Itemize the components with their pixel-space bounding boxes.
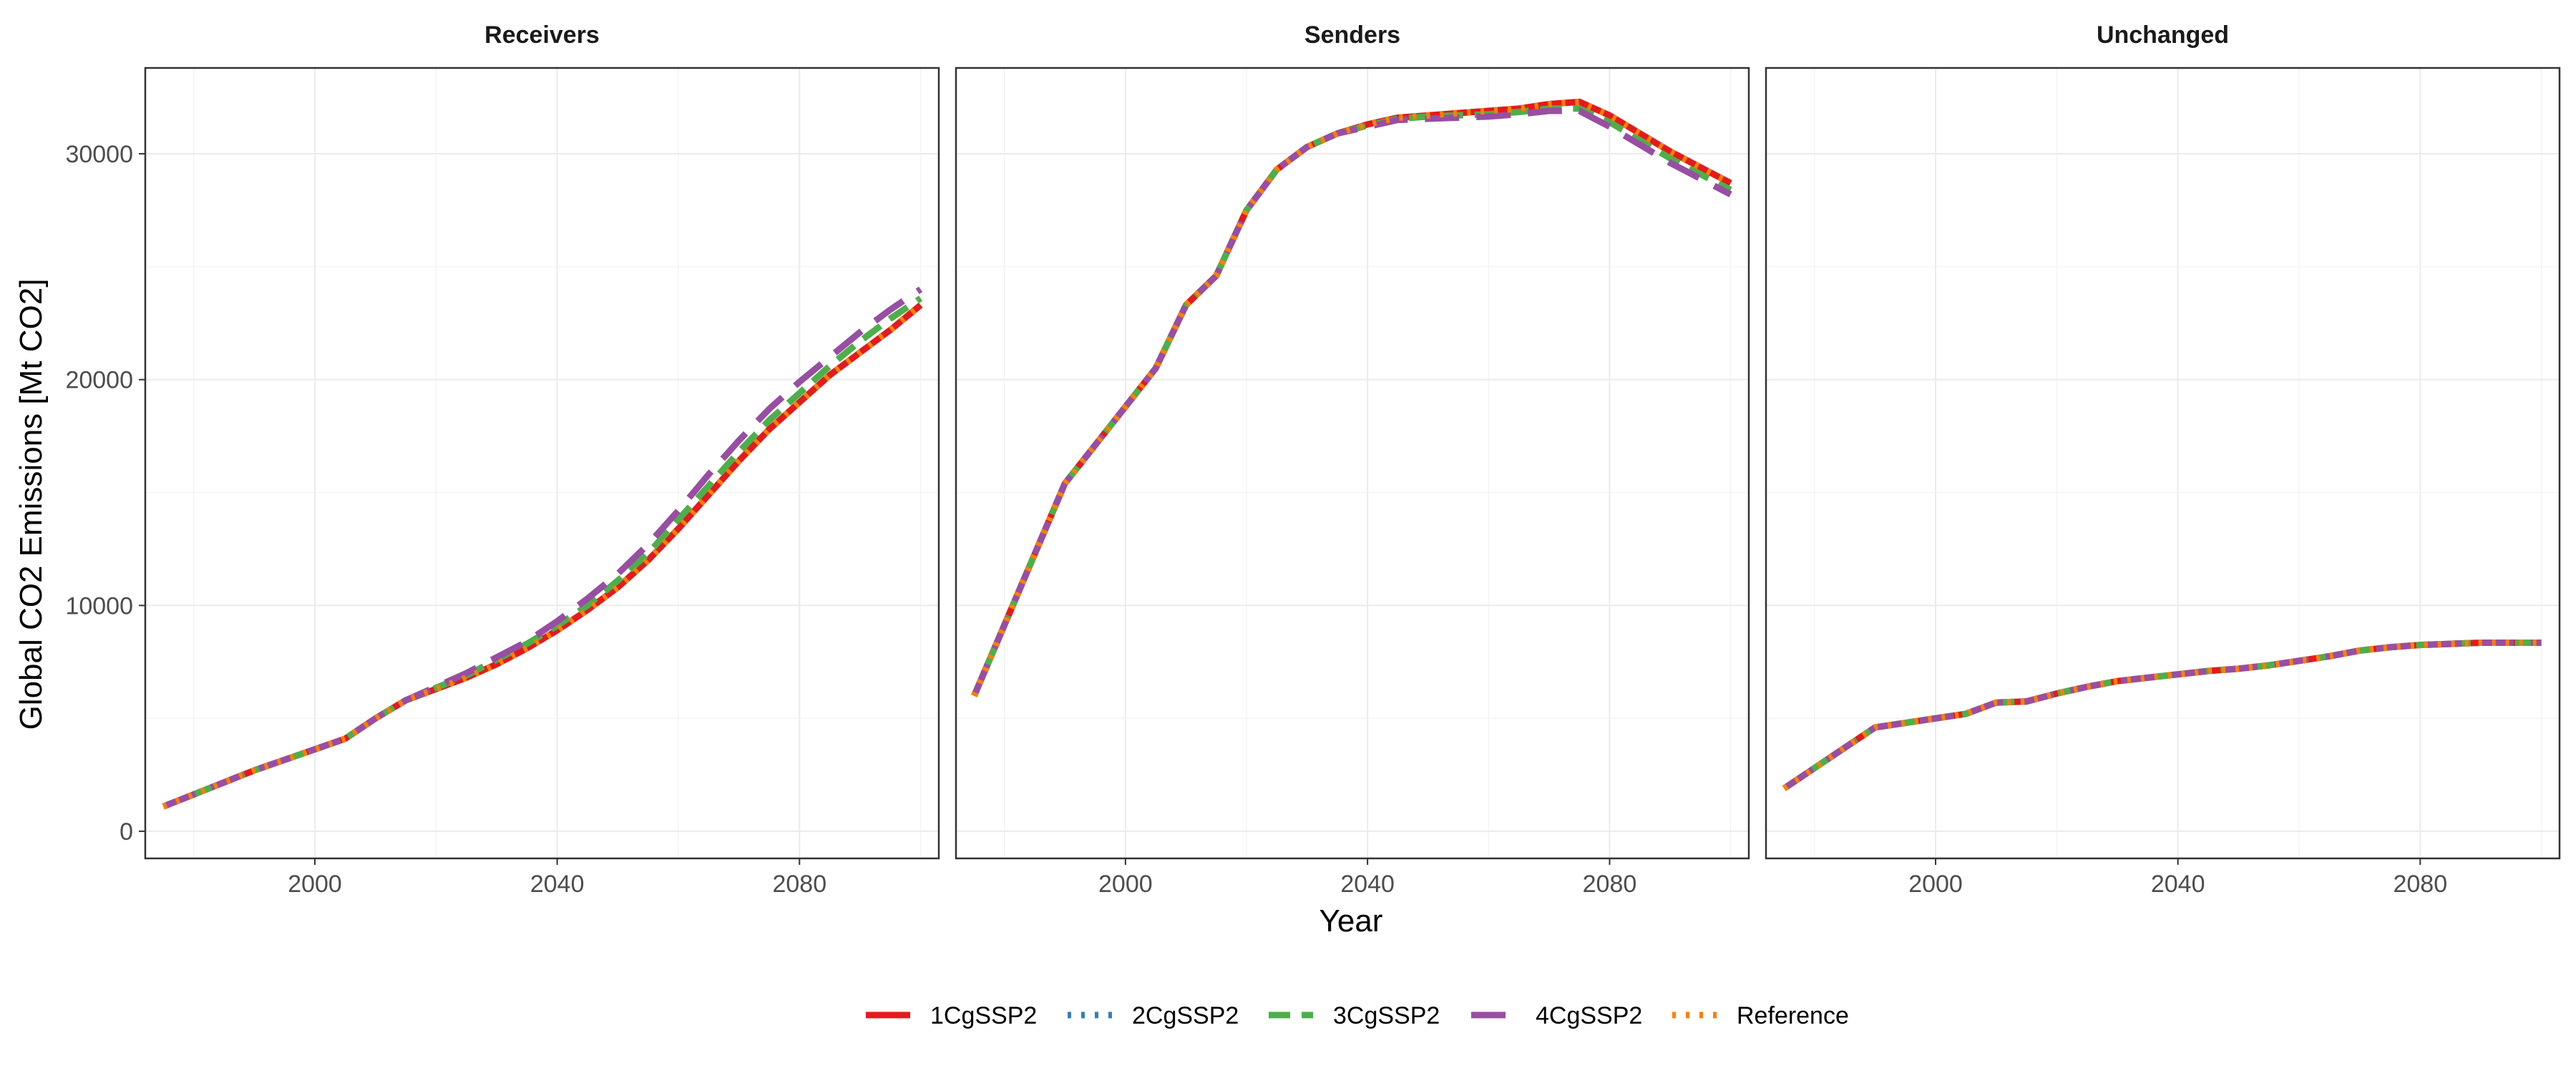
- panel-receivers: Receivers 2000 2040 2080 0 10000 20000 30000: [65, 21, 940, 898]
- legend-label: 1CgSSP2: [930, 1002, 1037, 1029]
- x-axis-title: Year: [1319, 903, 1383, 939]
- legend-item-2cgssp2: 2CgSSP2: [1068, 1002, 1239, 1029]
- panel-background: [956, 68, 1749, 858]
- series-line-4cgssp2: [162, 286, 923, 810]
- legend-label: 4CgSSP2: [1536, 1002, 1642, 1029]
- series-line-reference: [971, 98, 1732, 697]
- y-tick-label: 10000: [65, 592, 133, 619]
- legend-label: 3CgSSP2: [1333, 1002, 1440, 1029]
- legend-label: Reference: [1737, 1002, 1849, 1029]
- y-tick-label: 20000: [65, 367, 133, 394]
- series-line-4cgssp2: [1782, 640, 2542, 791]
- series-line-reference: [1782, 640, 2542, 791]
- panel-border: [1765, 67, 2561, 860]
- series-line-4cgssp2: [971, 107, 1732, 697]
- panel-title: Unchanged: [2097, 21, 2229, 49]
- legend: 1CgSSP2 2CgSSP2 3CgSSP2 4CgSSP2 Reference: [866, 1002, 1849, 1029]
- legend-item-1cgssp2: 1CgSSP2: [866, 1002, 1037, 1029]
- legend-label: 2CgSSP2: [1132, 1002, 1239, 1029]
- panel-unchanged: Unchanged 2000 2040 2080: [1765, 21, 2561, 898]
- series-line-reference: [162, 303, 923, 810]
- panel-background: [145, 68, 939, 858]
- panel-senders: Senders 2000 2040 2080: [955, 21, 1750, 898]
- y-tick-label: 30000: [65, 141, 133, 168]
- panel-border: [955, 67, 1750, 860]
- x-tick-label: 2040: [530, 871, 585, 898]
- y-tick-label: 0: [119, 818, 133, 846]
- chart-panels: Receivers 2000 2040 2080 0 10000 20000 30000 Sen…: [65, 21, 2561, 898]
- x-tick-label: 2000: [1098, 871, 1153, 898]
- x-tick-label: 2040: [2151, 871, 2205, 898]
- panel-border: [144, 67, 940, 860]
- legend-item-4cgssp2: 4CgSSP2: [1471, 1002, 1642, 1029]
- x-tick-label: 2080: [1583, 871, 1637, 898]
- panel-background: [1766, 68, 2560, 858]
- x-tick-label: 2040: [1340, 871, 1395, 898]
- x-tick-label: 2000: [288, 871, 342, 898]
- y-axis-title: Global CO2 Emissions [Mt CO2]: [14, 279, 49, 730]
- x-tick-label: 2000: [1908, 871, 1963, 898]
- x-tick-label: 2080: [772, 871, 826, 898]
- legend-item-reference: Reference: [1672, 1002, 1849, 1029]
- panel-title: Senders: [1304, 21, 1400, 49]
- x-tick-label: 2080: [2393, 871, 2447, 898]
- legend-item-3cgssp2: 3CgSSP2: [1269, 1002, 1440, 1029]
- panel-title: Receivers: [484, 21, 600, 49]
